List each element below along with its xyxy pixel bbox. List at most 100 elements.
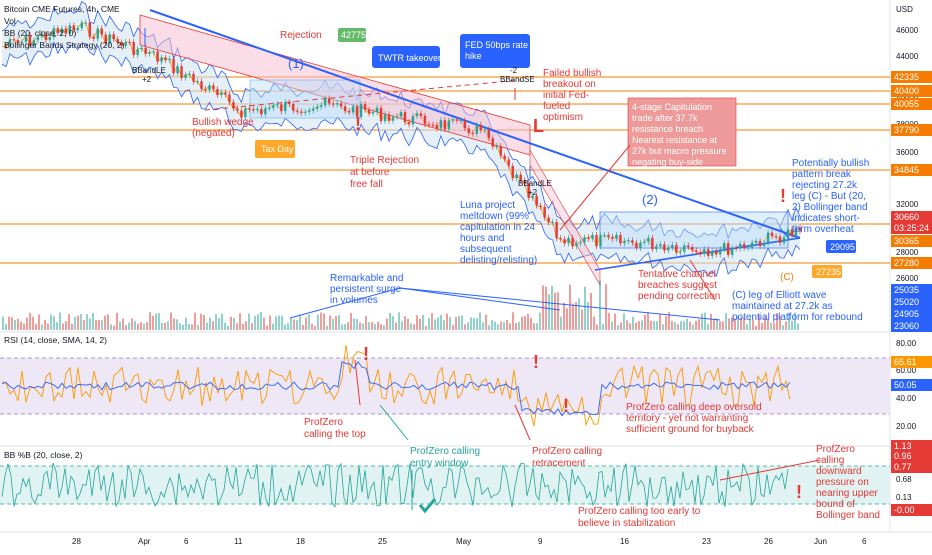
alert-icon: ! [363, 344, 369, 364]
candle-body [531, 195, 534, 198]
price-tag-label: 27280 [894, 258, 919, 268]
rsi-tag-label: 65.61 [894, 357, 917, 367]
volume-bar [2, 316, 4, 330]
volume-bar [677, 324, 679, 330]
volume-bar [479, 312, 481, 330]
candle-body [471, 133, 475, 135]
candle-body [627, 240, 630, 242]
price-tag-bg [891, 211, 932, 223]
volume-bar [353, 318, 355, 330]
volume-bar [593, 316, 595, 330]
volume-bar [86, 314, 88, 330]
ann-tentative: Tentative channel breaches suggest pending… [638, 269, 720, 302]
volume-bar [596, 324, 598, 330]
candle-body [40, 33, 44, 37]
volume-bar [623, 313, 625, 330]
time-tick-label: 9 [538, 537, 543, 546]
ann-bullish-wedge: Bullish wedge (negated) [192, 117, 254, 139]
volume-bar [158, 313, 160, 330]
volume-bar [35, 323, 37, 330]
price-tag-label: 34845 [894, 165, 919, 175]
candle-body [503, 155, 506, 160]
candle-body [639, 242, 642, 248]
volume-bar [41, 324, 43, 330]
candle-body [124, 41, 127, 46]
bbp-tag-bg [891, 504, 932, 516]
volume-bar [626, 320, 628, 330]
candle-body [643, 241, 646, 243]
volume-bar [275, 316, 277, 330]
volume-bar [764, 317, 766, 330]
volume-bar [53, 316, 55, 330]
volume-bar [443, 320, 445, 330]
candle-body [240, 110, 243, 118]
rsi-tag-bg [891, 379, 932, 391]
candle-body [72, 25, 76, 31]
candle-body [292, 103, 295, 111]
candle-body [459, 120, 463, 122]
time-tick-label: Apr [138, 537, 151, 546]
volume-bar [782, 325, 784, 330]
ann-pz-entry: ProfZero calling entry window [410, 446, 480, 469]
ann-pz-top: ProfZero calling the top [304, 417, 366, 440]
candle-body [555, 222, 558, 238]
candle-body [188, 73, 191, 75]
volume-layer [2, 280, 799, 330]
price-tag-label: 25035 [894, 285, 919, 295]
candle-body [782, 237, 786, 243]
candle-body [515, 174, 518, 179]
volume-bar [731, 317, 733, 330]
candle-body [559, 237, 562, 240]
candle-body [272, 105, 275, 108]
volume-bar [344, 324, 346, 330]
ann-pz-retrace: ProfZero calling retracement [532, 446, 602, 469]
volume-bar [242, 323, 244, 330]
candle-body [599, 235, 602, 247]
volume-bar [617, 325, 619, 330]
volume-bar [695, 320, 697, 330]
time-tick-label: 11 [234, 537, 243, 546]
volume-bar [332, 318, 334, 330]
volume-bar [668, 312, 670, 330]
volume-bar [638, 321, 640, 330]
volume-bar [701, 313, 703, 330]
candle-body [375, 107, 379, 113]
candle-body [738, 243, 742, 249]
volume-bar [47, 323, 49, 330]
candle-body [256, 108, 259, 111]
candle-body [691, 247, 694, 251]
volume-bar [431, 313, 433, 330]
time-tick-label: Jun [814, 537, 827, 546]
ann-waveC: (C) [780, 272, 794, 283]
volume-bar [548, 294, 550, 330]
volume-bar [698, 319, 700, 330]
candle-body [236, 108, 239, 111]
volume-bar [494, 321, 496, 330]
candle-body [312, 108, 315, 111]
price-tick-label: 46000 [896, 26, 919, 35]
volume-bar [758, 314, 760, 330]
candle-body [411, 116, 415, 125]
volume-bar [650, 320, 652, 330]
volume-bar [38, 314, 40, 330]
volume-bar [710, 313, 712, 330]
volume-bar [785, 321, 787, 330]
candle-body [403, 112, 407, 123]
rsi-tick-label: 80.00 [896, 339, 917, 348]
candle-body [750, 242, 754, 248]
volume-bar [119, 321, 121, 330]
volume-bar [248, 313, 250, 330]
volume-bar [128, 322, 130, 330]
arrow-icon [399, 287, 561, 311]
volume-bar [233, 317, 235, 330]
candle-body [535, 195, 538, 206]
candle-body [172, 58, 175, 74]
volume-bar [524, 315, 526, 330]
candle-body [64, 28, 68, 34]
price-tag-bg [891, 71, 932, 83]
volume-bar [671, 320, 673, 330]
volume-bar [122, 318, 124, 330]
candle-body [212, 85, 215, 90]
candle-body [567, 237, 570, 244]
candle-body [224, 92, 227, 95]
